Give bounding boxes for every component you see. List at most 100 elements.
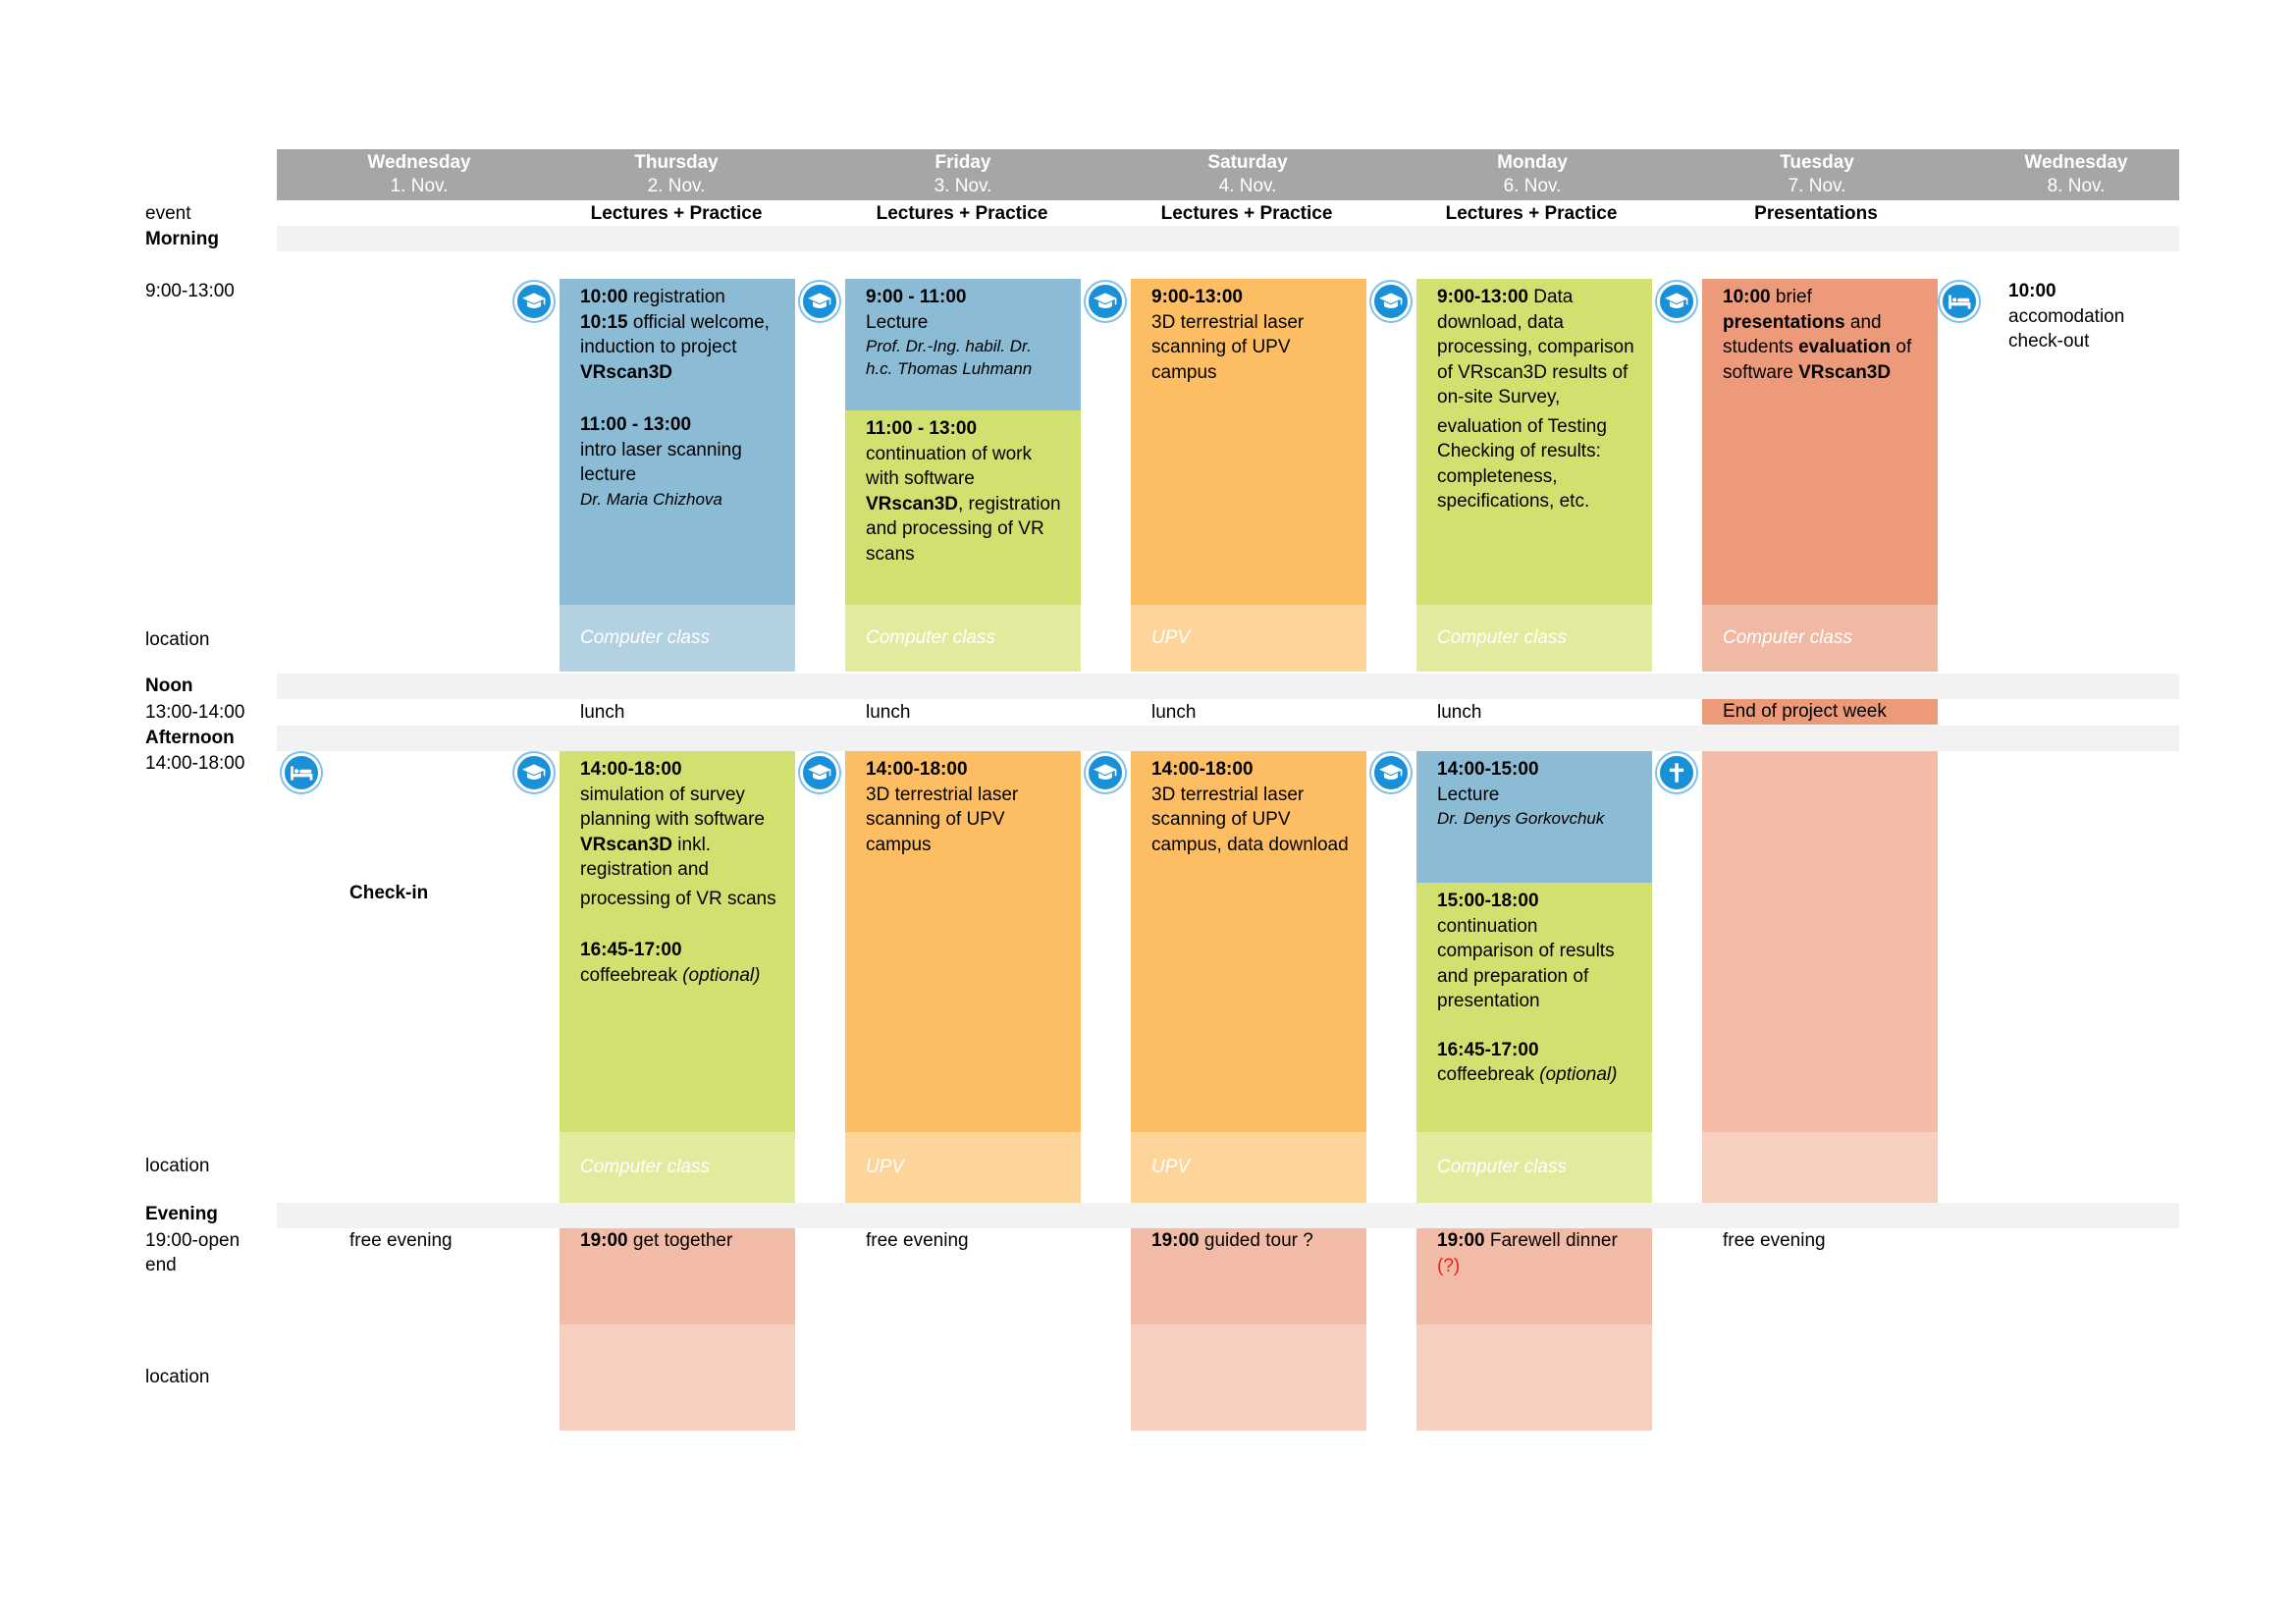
session-text: 3D terrestrial laser — [866, 784, 1019, 805]
tue-noon-block: End of project week — [1702, 699, 1938, 725]
day-date: 4. Nov. — [1218, 176, 1277, 196]
row-label-location: location — [145, 1156, 210, 1176]
session-text: official welcome, — [627, 311, 770, 333]
session-text: evaluation — [1798, 337, 1892, 357]
day-name: Friday — [934, 152, 991, 173]
day-header-tue: Tuesday 7. Nov. — [1675, 149, 1959, 200]
graduation-cap-icon — [800, 282, 839, 321]
day-name: Thursday — [634, 152, 719, 173]
time-label: 10:00 — [580, 287, 628, 307]
time-label: 14:00-18:00 — [866, 759, 968, 780]
band-afternoon — [277, 726, 2179, 751]
session-text: (optional) — [1539, 1064, 1618, 1085]
location-text: UPV — [866, 1157, 905, 1177]
session-text: Lecture — [1437, 784, 1500, 805]
graduation-cap-icon — [1086, 753, 1125, 792]
graduation-cap-icon — [1086, 282, 1125, 321]
fri-noon-text: lunch — [866, 702, 911, 723]
time-label: 16:45-17:00 — [580, 940, 682, 960]
band-evening — [277, 1203, 2179, 1228]
day-header-mon: Monday 6. Nov. — [1390, 149, 1675, 200]
lecturer-name: Dr. Denys Gorkovchuk — [1437, 809, 1605, 828]
session-text: presentations — [1723, 311, 1845, 333]
sat-noon-text: lunch — [1151, 702, 1197, 723]
header-bar — [277, 149, 2179, 200]
uncertain-note: (?) — [1437, 1255, 1461, 1276]
session-text: check-out — [2008, 331, 2090, 352]
day-date: 1. Nov. — [390, 176, 449, 196]
location-text: Computer class — [1723, 627, 1852, 648]
time-label: 14:00-18:00 — [580, 759, 682, 780]
time-label: 11:00 - 13:00 — [580, 414, 692, 435]
location-text: Computer class — [580, 1157, 710, 1177]
session-text: coffeebreak — [1437, 1064, 1540, 1085]
session-text: and — [1844, 311, 1882, 333]
tue-afternoon-block — [1702, 751, 1938, 1132]
session-text: software — [1723, 361, 1799, 383]
sat-morning-block: 9:00-13:00 3D terrestrial laser scanning… — [1131, 279, 1366, 605]
fri-morning-lecture-block: 9:00 - 11:00 Lecture Prof. Dr.-Ing. habi… — [845, 279, 1081, 410]
wed8-morning-text: 10:00 accomodation check-out — [2008, 279, 2124, 354]
day-date: 7. Nov. — [1788, 176, 1846, 196]
day-date: 8. Nov. — [2047, 176, 2106, 196]
thu-noon-text: lunch — [580, 702, 625, 723]
session-text: scanning of UPV — [866, 809, 1005, 830]
session-text: scanning of UPV — [1151, 809, 1291, 830]
project-name: VRscan3D — [580, 361, 672, 383]
session-text: on-site Survey, — [1437, 387, 1561, 407]
day-header-wed1: Wednesday 1. Nov. — [277, 149, 561, 200]
session-text: 3D terrestrial laser — [1151, 311, 1305, 333]
session-text: evaluation of Testing — [1437, 415, 1607, 437]
fri-afternoon-location: UPV — [845, 1132, 1081, 1203]
lecturer-name: h.c. Thomas Luhmann — [866, 359, 1033, 378]
day-date: 6. Nov. — [1503, 176, 1562, 196]
time-morning: 9:00-13:00 — [145, 281, 235, 301]
time-label: 10:00 — [2008, 281, 2056, 301]
project-name: VRscan3D — [866, 493, 958, 514]
session-text: registration — [627, 287, 725, 307]
session-text: planning with software — [580, 809, 765, 830]
band-morning — [277, 226, 2179, 251]
tue-evening-text: free evening — [1723, 1230, 1826, 1251]
mon-noon-text: lunch — [1437, 702, 1482, 723]
section-evening: Evening — [145, 1204, 218, 1224]
wed1-afternoon-text: Check-in — [349, 881, 428, 906]
session-text: completeness, — [1437, 465, 1558, 487]
time-evening: 19:00-open end — [145, 1228, 240, 1277]
session-text: get together — [627, 1230, 733, 1251]
day-header-thu: Thursday 2. Nov. — [534, 149, 819, 200]
location-text: Computer class — [1437, 1157, 1567, 1177]
session-text: brief — [1770, 287, 1812, 307]
session-text: simulation of survey — [580, 784, 745, 805]
session-text: intro laser scanning — [580, 439, 742, 460]
graduation-cap-icon — [1657, 282, 1696, 321]
session-text: , registration — [958, 493, 1061, 514]
mon-afternoon-lecture-block: 14:00-15:00 Lecture Dr. Denys Gorkovchuk — [1416, 751, 1652, 883]
event-thu: Lectures + Practice — [590, 203, 763, 224]
day-header-wed8: Wednesday 8. Nov. — [1934, 149, 2218, 200]
session-text: inkl. — [672, 834, 712, 855]
event-mon: Lectures + Practice — [1445, 203, 1618, 224]
location-text: UPV — [1151, 627, 1191, 648]
graduation-cap-icon — [800, 753, 839, 792]
section-noon: Noon — [145, 676, 193, 696]
section-afternoon: Afternoon — [145, 728, 235, 748]
mon-morning-location: Computer class — [1416, 605, 1652, 672]
thu-morning-block: 10:00 registration 10:15 official welcom… — [560, 279, 795, 605]
tue-afternoon-location — [1702, 1132, 1938, 1203]
thu-afternoon-location: Computer class — [560, 1132, 795, 1203]
graduation-cap-icon — [1371, 753, 1411, 792]
day-date: 3. Nov. — [934, 176, 992, 196]
lecturer-name: Dr. Maria Chizhova — [580, 489, 722, 509]
session-text: campus — [866, 834, 932, 855]
time-label: 19:00 — [1151, 1230, 1200, 1251]
session-text: campus, data download — [1151, 834, 1349, 855]
session-text: comparison of results — [1437, 941, 1615, 961]
session-text: scans — [866, 543, 915, 565]
session-text: of VRscan3D results of — [1437, 361, 1629, 383]
session-text: presentation — [1437, 991, 1540, 1011]
time-label: 19:00 — [1437, 1230, 1485, 1251]
graduation-cap-icon — [514, 753, 554, 792]
fri-morning-location: Computer class — [845, 605, 1081, 672]
row-label-location: location — [145, 1367, 210, 1387]
